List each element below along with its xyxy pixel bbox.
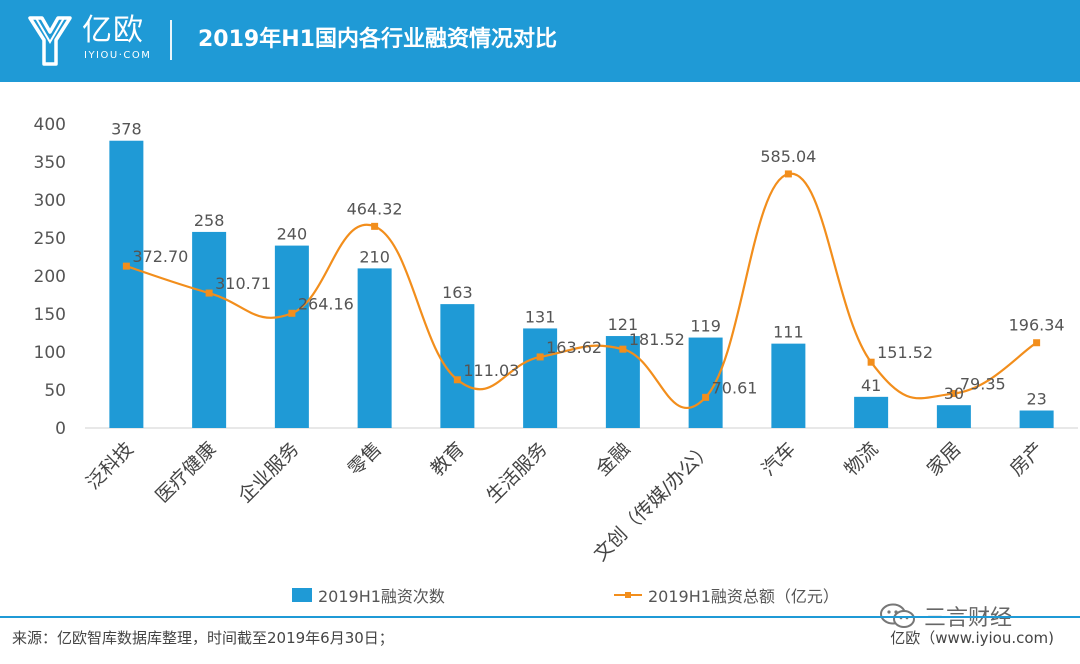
amount-value-label-5: 163.62 (546, 338, 602, 357)
amount-point-1 (205, 289, 213, 297)
wechat-name: 三言财经 (924, 606, 1013, 631)
credit-note: 亿欧（www.iyiou.com) (890, 629, 1054, 647)
bar-value-label-4: 163 (442, 283, 473, 302)
x-tick-label-4: 教育 (426, 438, 468, 480)
amount-point-6 (619, 345, 627, 353)
amount-value-label-11: 196.34 (1009, 316, 1065, 335)
source-note: 来源：亿欧智库数据库整理，时间截至2019年6月30日； (12, 629, 394, 647)
y-tick-label-6: 300 (34, 191, 66, 211)
yiou-logo-icon (28, 16, 72, 66)
legend-item-amount: 2019H1融资总额（亿元） (614, 583, 839, 607)
amount-value-label-9: 151.52 (877, 343, 933, 362)
amount-value-label-4: 111.03 (463, 361, 519, 380)
wechat-watermark: 三言财经 (880, 600, 1012, 632)
x-tick-label-3: 零售 (344, 438, 386, 480)
bar-11 (1019, 410, 1054, 428)
bar-value-label-3: 210 (359, 247, 390, 266)
bar-value-label-10: 30 (944, 384, 964, 403)
y-tick-label-0: 0 (55, 419, 66, 439)
bar-7 (688, 337, 723, 428)
bar-3 (357, 268, 392, 428)
y-tick-label-1: 50 (44, 381, 66, 401)
amount-point-3 (371, 222, 379, 230)
bar-value-label-11: 23 (1026, 390, 1046, 409)
legend-label-amount: 2019H1融资总额（亿元） (648, 587, 839, 606)
header-banner: 亿欧 IYIOU·COM 2019年H1国内各行业融资情况对比 (0, 0, 1080, 82)
bar-5 (523, 328, 558, 428)
amount-point-7 (702, 393, 710, 401)
x-tick-label-0: 泛科技 (82, 438, 138, 494)
amount-value-label-10: 79.35 (960, 375, 1006, 394)
wechat-icon (880, 603, 915, 628)
amount-value-label-3: 464.32 (347, 199, 403, 218)
bar-layer (109, 140, 1054, 428)
x-tick-label-1: 医疗健康 (151, 438, 220, 507)
x-tick-label-2: 企业服务 (234, 438, 303, 507)
bar-1 (192, 231, 227, 428)
y-tick-label-8: 400 (34, 115, 66, 135)
amount-value-label-2: 264.16 (298, 294, 354, 313)
amount-point-2 (288, 309, 296, 317)
amount-value-label-7: 70.61 (712, 378, 758, 397)
bar-value-label-5: 131 (525, 307, 556, 326)
y-tick-label-5: 250 (34, 229, 66, 249)
bar-value-label-6: 121 (608, 315, 639, 334)
amount-point-8 (784, 170, 792, 178)
amount-value-label-6: 181.52 (629, 330, 685, 349)
footer-divider (0, 616, 1080, 618)
bar-value-label-1: 258 (194, 211, 225, 230)
amount-point-4 (453, 376, 461, 384)
legend-bar-swatch (292, 588, 312, 602)
x-tick-label-11: 房产 (1006, 438, 1048, 480)
header-divider (170, 20, 172, 60)
legend-label-count: 2019H1融资次数 (318, 587, 445, 606)
bar-0 (109, 140, 144, 428)
line-layer (122, 170, 1041, 409)
amount-point-9 (867, 358, 875, 366)
amount-point-5 (536, 353, 544, 361)
amount-point-11 (1033, 339, 1041, 347)
y-tick-label-4: 200 (34, 267, 66, 287)
amount-point-0 (122, 262, 130, 270)
x-tick-label-5: 生活服务 (482, 438, 551, 507)
amount-value-label-8: 585.04 (760, 147, 816, 166)
bar-value-label-8: 111 (773, 323, 804, 342)
bar-10 (936, 405, 971, 428)
legend-line-swatch (614, 588, 642, 602)
combo-chart: 0 50 100 150 200 250 300 350 400 泛科技 医疗健康 企业服务 零售 教育生… (34, 115, 1078, 566)
bar-value-label-7: 119 (690, 317, 721, 336)
x-tick-label-10: 家居 (923, 438, 965, 480)
legend-item-count: 2019H1融资次数 (292, 583, 445, 607)
bar-value-label-0: 378 (111, 120, 142, 139)
bar-value-label-9: 41 (861, 376, 881, 395)
y-tick-label-7: 350 (34, 153, 66, 173)
amount-point-10 (950, 390, 958, 398)
logo-subtext: IYIOU·COM (84, 50, 152, 61)
page-title: 2019年H1国内各行业融资情况对比 (198, 27, 557, 52)
bar-8 (771, 343, 806, 428)
amount-value-label-1: 310.71 (215, 274, 271, 293)
x-tick-label-9: 物流 (840, 438, 882, 480)
label-layer: 378 258 240 210 163 131 121 119 111 41 30 23 372.70 3… (111, 120, 1065, 409)
y-tick-label-3: 150 (34, 305, 66, 325)
x-tick-label-8: 汽车 (757, 438, 799, 480)
y-tick-label-2: 100 (34, 343, 66, 363)
bar-2 (274, 245, 309, 428)
amount-value-label-0: 372.70 (132, 247, 188, 266)
x-tick-label-6: 金融 (592, 438, 634, 480)
logo-text: 亿欧 (82, 13, 144, 48)
bar-value-label-2: 240 (277, 225, 308, 244)
bar-9 (854, 396, 889, 428)
